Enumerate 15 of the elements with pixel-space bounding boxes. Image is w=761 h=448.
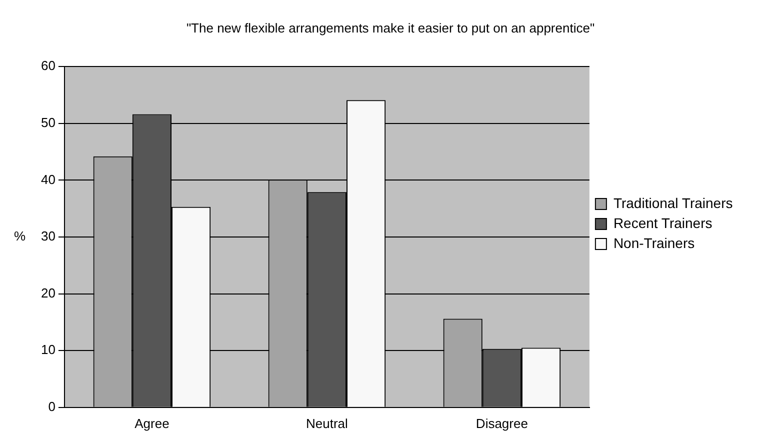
legend-label: Traditional Trainers: [613, 194, 733, 211]
y-tick-label: 0: [48, 398, 56, 414]
y-tick-label: 10: [40, 342, 56, 358]
chart-title: "The new flexible arrangements make it easier to put on an apprentice": [186, 20, 595, 36]
y-tick-label: 40: [40, 172, 56, 187]
legend-label: Non-Trainers: [613, 234, 695, 251]
x-tick-label: Agree: [134, 416, 170, 431]
y-axis-title: %: [14, 228, 26, 244]
y-tick-label: 60: [40, 58, 56, 74]
x-tick-label: Disagree: [476, 416, 528, 431]
y-tick-label: 30: [40, 228, 56, 244]
legend-label: Recent Trainers: [613, 214, 712, 231]
y-tick-label: 20: [40, 285, 56, 300]
x-tick-label: Neutral: [306, 416, 348, 431]
y-tick-label: 50: [40, 114, 56, 130]
